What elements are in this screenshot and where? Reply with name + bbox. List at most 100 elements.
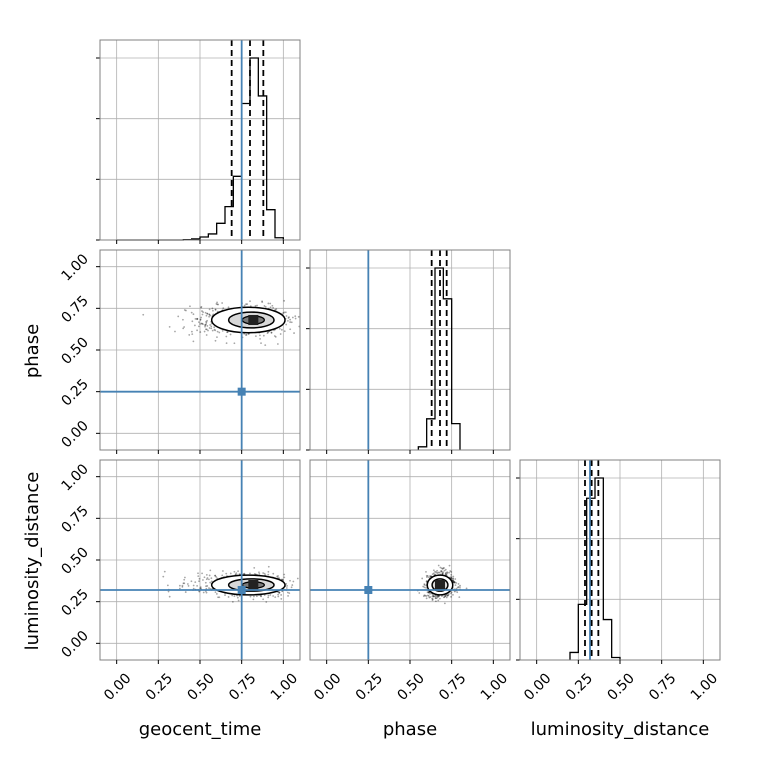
scatter-point — [444, 572, 447, 575]
scatter-point — [203, 576, 206, 579]
scatter-point — [444, 568, 447, 571]
scatter-point — [265, 601, 268, 603]
scatter-point — [422, 595, 425, 598]
scatter-point — [227, 306, 230, 309]
scatter-point — [289, 328, 292, 331]
scatter-point — [436, 596, 439, 599]
scatter-point — [440, 567, 443, 570]
scatter-point — [168, 325, 171, 328]
scatter-point — [289, 579, 291, 582]
scatter-point — [421, 577, 424, 580]
scatter-point — [432, 595, 435, 598]
scatter-point — [200, 322, 203, 325]
scatter-point — [214, 339, 217, 342]
scatter-point — [435, 595, 437, 597]
scatter-point — [425, 580, 428, 583]
scatter-point — [206, 577, 209, 579]
scatter-point — [459, 586, 461, 589]
scatter-point — [450, 576, 453, 579]
scatter-point — [431, 595, 434, 598]
scatter-point — [231, 594, 234, 597]
scatter-point — [431, 594, 434, 597]
scatter-point — [262, 572, 265, 574]
scatter-point — [269, 302, 272, 305]
scatter-point — [440, 570, 443, 573]
scatter-point — [202, 323, 204, 326]
scatter-point — [286, 584, 288, 587]
scatter-point — [452, 581, 455, 583]
scatter-point — [189, 305, 191, 308]
scatter-point — [255, 595, 258, 598]
scatter-point — [428, 591, 430, 594]
scatter-point — [185, 309, 187, 312]
scatter-point — [441, 572, 444, 575]
scatter-point — [280, 598, 283, 600]
scatter-point — [205, 323, 207, 326]
scatter-point — [273, 335, 276, 337]
scatter-point — [434, 570, 436, 573]
scatter-point — [426, 574, 429, 577]
scatter-point — [425, 595, 428, 597]
scatter-point — [236, 596, 239, 599]
scatter-point — [423, 583, 426, 586]
scatter-point — [452, 579, 454, 582]
scatter-point — [215, 593, 218, 595]
scatter-point — [434, 596, 437, 599]
scatter-point — [214, 591, 217, 594]
scatter-point — [260, 595, 262, 598]
scatter-point — [288, 592, 291, 595]
scatter-point — [436, 572, 439, 575]
scatter-point — [243, 572, 246, 575]
scatter-point — [194, 581, 197, 584]
scatter-point — [418, 592, 421, 594]
scatter-point — [285, 323, 288, 326]
scatter-point — [205, 578, 208, 581]
scatter-point — [205, 585, 207, 588]
scatter-point — [288, 316, 290, 319]
scatter-point — [445, 596, 448, 599]
scatter-point — [253, 572, 256, 575]
scatter-point — [437, 595, 440, 598]
y-axis-label-luminosity-distance: luminosity_distance — [22, 472, 43, 651]
scatter-point — [450, 595, 452, 598]
scatter-point — [437, 571, 440, 574]
scatter-point — [454, 578, 457, 580]
scatter-point — [183, 326, 186, 328]
scatter-point — [188, 334, 191, 336]
scatter-point — [221, 329, 224, 332]
scatter-point — [457, 586, 460, 588]
scatter-point — [182, 318, 184, 321]
scatter-point — [259, 337, 261, 340]
scatter-point — [283, 311, 286, 314]
scatter-point — [451, 577, 454, 580]
scatter-point — [260, 342, 262, 345]
scatter-point — [429, 575, 431, 577]
scatter-point — [439, 566, 442, 569]
scatter-point — [214, 308, 217, 311]
density-peak-phase-vs-luminosity_distance — [435, 580, 445, 590]
scatter-point — [287, 319, 289, 322]
scatter-point — [262, 598, 265, 601]
scatter-point — [456, 586, 459, 589]
scatter-point — [450, 571, 453, 573]
scatter-point — [280, 594, 283, 596]
scatter-point — [442, 571, 445, 574]
scatter-point — [245, 333, 248, 336]
scatter-point — [425, 580, 428, 583]
scatter-point — [218, 596, 221, 599]
scatter-point — [446, 571, 449, 574]
scatter-point — [441, 568, 444, 570]
scatter-point — [272, 306, 275, 309]
scatter-point — [199, 319, 202, 321]
scatter-point — [283, 576, 286, 579]
scatter-point — [458, 596, 461, 598]
scatter-point — [249, 572, 251, 575]
scatter-point — [190, 330, 193, 333]
scatter-point — [215, 575, 218, 578]
y-axis-label-phase: phase — [22, 324, 43, 378]
scatter-point — [246, 303, 249, 306]
scatter-point — [285, 583, 288, 585]
scatter-point — [453, 590, 456, 593]
